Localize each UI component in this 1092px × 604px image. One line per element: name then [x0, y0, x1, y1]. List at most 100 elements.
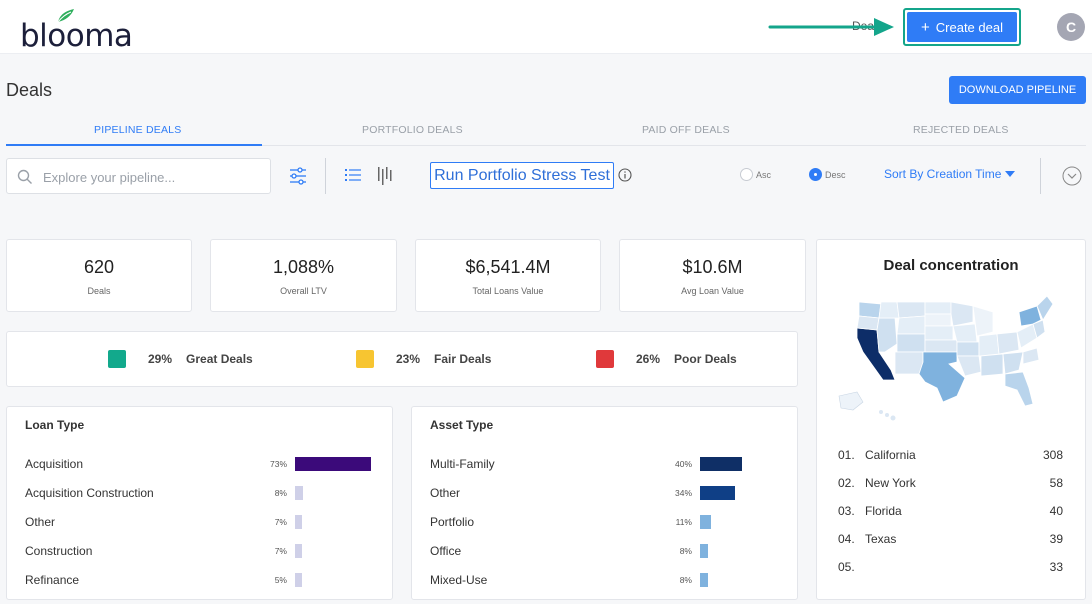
asset-type-label: Multi-Family: [430, 457, 495, 471]
top-bar: blooma Deal + Create deal C: [0, 0, 1092, 54]
asset-type-label: Mixed-Use: [430, 573, 488, 587]
state-rank-row[interactable]: 03. Florida 40: [838, 504, 1063, 520]
desc-label: Desc: [825, 169, 846, 180]
state-rank-row[interactable]: 02. New York 58: [838, 476, 1063, 492]
loan-type-row[interactable]: Acquisition 73%: [25, 456, 385, 472]
toolbar-divider-right: [1040, 158, 1041, 194]
tab-paid-off-deals[interactable]: PAID OFF DEALS: [642, 124, 730, 136]
tab-rejected-deals[interactable]: REJECTED DEALS: [913, 124, 1009, 136]
deal-concentration-panel: Deal concentration 01. Califor: [816, 239, 1086, 600]
loan-type-pct: 73%: [269, 459, 287, 469]
state-count: 308: [1042, 448, 1063, 462]
loan-type-pct: 7%: [274, 546, 287, 556]
fair-pct: 23%: [396, 352, 421, 366]
great-label: Great Deals: [186, 352, 253, 366]
asset-type-pct: 40%: [674, 459, 692, 469]
state-rank: 04.: [838, 532, 855, 546]
state-rank-row[interactable]: 05. 33: [838, 560, 1063, 576]
state-count: 58: [1049, 476, 1063, 490]
kpi-label: Avg Loan Value: [681, 286, 744, 296]
kpi-label: Overall LTV: [280, 286, 327, 296]
deal-quality-card: 29% Great Deals 23% Fair Deals 26% Poor …: [6, 331, 798, 387]
asset-type-row[interactable]: Office 8%: [430, 543, 790, 559]
loan-type-row[interactable]: Acquisition Construction 8%: [25, 485, 385, 501]
fair-label: Fair Deals: [434, 352, 492, 366]
loan-type-label: Refinance: [25, 573, 80, 587]
deal-tabs: PIPELINE DEALS PORTFOLIO DEALS PAID OFF …: [6, 118, 1086, 146]
fair-deals-item[interactable]: 23% Fair Deals: [356, 350, 491, 368]
search-input[interactable]: [43, 167, 263, 187]
poor-deals-item[interactable]: 26% Poor Deals: [596, 350, 737, 368]
create-deal-highlight: + Create deal: [903, 8, 1021, 46]
poor-pct: 26%: [636, 352, 661, 366]
asset-type-panel: Asset Type Multi-Family 40% Other 34% Portfo…: [411, 406, 798, 600]
loan-type-bar: [295, 573, 302, 587]
state-count: 40: [1049, 504, 1063, 518]
blooma-logo[interactable]: blooma: [20, 8, 133, 54]
list-view-icon[interactable]: [345, 168, 361, 182]
asset-type-pct: 8%: [679, 546, 692, 556]
chevron-down-circle-icon[interactable]: [1062, 166, 1082, 186]
toolbar-divider: [325, 158, 326, 194]
loan-type-bar: [295, 544, 302, 558]
loan-type-label: Construction: [25, 544, 93, 558]
state-rank-row[interactable]: 04. Texas 39: [838, 532, 1063, 548]
filter-sliders-icon[interactable]: [288, 166, 308, 186]
user-avatar[interactable]: C: [1057, 13, 1085, 41]
loan-type-row[interactable]: Construction 7%: [25, 543, 385, 559]
state-rank: 01.: [838, 448, 855, 462]
sort-label: Sort By Creation Time: [884, 167, 1002, 181]
kpi-label: Deals: [87, 286, 111, 296]
great-pct: 29%: [148, 352, 173, 366]
great-deals-item[interactable]: 29% Great Deals: [108, 350, 253, 368]
great-swatch: [108, 350, 126, 368]
asc-label: Asc: [756, 169, 772, 180]
asset-type-title: Asset Type: [430, 418, 494, 432]
kpi-card-ltv: 1,088% Overall LTV: [210, 239, 397, 312]
asset-type-row[interactable]: Portfolio 11%: [430, 514, 790, 530]
kpi-value: 1,088%: [272, 257, 335, 277]
kpi-card-avg-loan: $10.6M Avg Loan Value: [619, 239, 806, 312]
deal-concentration-title: Deal concentration: [883, 257, 1019, 274]
create-deal-label: Create deal: [935, 19, 1003, 35]
kpi-card-deals: 620 Deals: [6, 239, 192, 312]
page-title: Deals: [6, 80, 53, 100]
caret-down-icon: [1005, 171, 1016, 177]
asset-type-row[interactable]: Multi-Family 40%: [430, 456, 790, 472]
tab-pipeline-deals[interactable]: PIPELINE DEALS: [94, 124, 182, 136]
asset-type-label: Portfolio: [430, 515, 475, 529]
download-pipeline-button[interactable]: DOWNLOAD PIPELINE: [949, 76, 1086, 104]
sort-asc-radio[interactable]: Asc: [740, 168, 771, 181]
run-stress-test-button[interactable]: Run Portfolio Stress Test: [430, 162, 614, 189]
asset-type-bar: [700, 544, 708, 558]
asset-type-pct: 34%: [674, 488, 692, 498]
tab-portfolio-deals[interactable]: PORTFOLIO DEALS: [362, 124, 463, 136]
create-deal-button[interactable]: + Create deal: [907, 12, 1017, 42]
kanban-view-icon[interactable]: [378, 167, 392, 185]
sort-desc-radio[interactable]: Desc: [809, 168, 846, 181]
loan-type-label: Acquisition: [25, 457, 84, 471]
asset-type-label: Other: [430, 486, 461, 500]
asset-type-label: Office: [430, 544, 462, 558]
kpi-value: $6,541.4M: [465, 257, 551, 277]
asset-type-bar: [700, 515, 711, 529]
asset-type-bar: [700, 573, 708, 587]
loan-type-bar: [295, 457, 371, 471]
loan-type-bar: [295, 486, 303, 500]
state-rank-row[interactable]: 01. California 308: [838, 448, 1063, 464]
sort-dropdown[interactable]: Sort By Creation Time: [884, 167, 1016, 181]
loan-type-pct: 8%: [274, 488, 287, 498]
asset-type-row[interactable]: Mixed-Use 8%: [430, 572, 790, 588]
loan-type-title: Loan Type: [25, 418, 85, 432]
asset-type-bar: [700, 457, 742, 471]
kpi-label: Total Loans Value: [472, 286, 544, 296]
loan-type-row[interactable]: Refinance 5%: [25, 572, 385, 588]
info-icon[interactable]: [618, 168, 632, 182]
leaf-icon: [57, 9, 74, 23]
asset-type-row[interactable]: Other 34%: [430, 485, 790, 501]
kpi-value: 620: [83, 257, 115, 277]
state-count: 33: [1049, 560, 1063, 574]
us-map-icon[interactable]: [833, 292, 1053, 422]
loan-type-row[interactable]: Other 7%: [25, 514, 385, 530]
asset-type-pct: 8%: [679, 575, 692, 585]
